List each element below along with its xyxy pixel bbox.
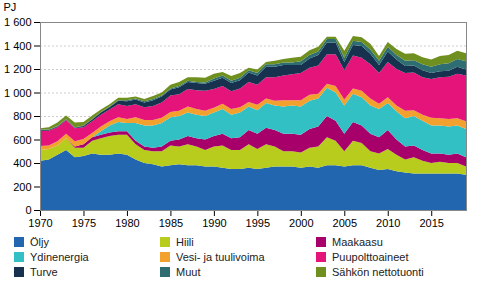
html-text:Ydinenergia: Ydinenergia	[30, 251, 89, 263]
svg-text:1995: 1995	[246, 217, 270, 229]
svg-text:400: 400	[13, 157, 31, 169]
svg-text:1970: 1970	[28, 217, 52, 229]
svg-text:1 000: 1 000	[4, 87, 32, 99]
svg-text:600: 600	[13, 134, 31, 146]
svg-text:800: 800	[13, 110, 31, 122]
html-text:Vesi- ja tuulivoima: Vesi- ja tuulivoima	[176, 251, 265, 263]
svg-text:1990: 1990	[202, 217, 226, 229]
svg-text:1975: 1975	[72, 217, 96, 229]
svg-text:200: 200	[13, 181, 31, 193]
svg-text:1980: 1980	[115, 217, 139, 229]
html-text:Muut: Muut	[176, 266, 201, 278]
svg-text:1 400: 1 400	[4, 40, 32, 52]
svg-text:PJ: PJ	[4, 1, 17, 13]
svg-text:1985: 1985	[159, 217, 183, 229]
svg-text:2005: 2005	[333, 217, 357, 229]
svg-text:2015: 2015	[419, 217, 443, 229]
html-text:Öljy: Öljy	[30, 236, 49, 248]
svg-text:0: 0	[25, 204, 31, 216]
svg-text:2010: 2010	[376, 217, 400, 229]
svg-text:1 200: 1 200	[4, 63, 32, 75]
svg-text:1 600: 1 600	[4, 16, 32, 28]
html-text:Turve: Turve	[30, 266, 58, 278]
html-text:Puupolttoaineet: Puupolttoaineet	[332, 251, 409, 263]
html-text:Hiili: Hiili	[176, 236, 194, 248]
svg-text:2000: 2000	[289, 217, 313, 229]
html-text:Sähkön nettotuonti: Sähkön nettotuonti	[332, 266, 424, 278]
html-text:Maakaasu: Maakaasu	[332, 236, 383, 248]
